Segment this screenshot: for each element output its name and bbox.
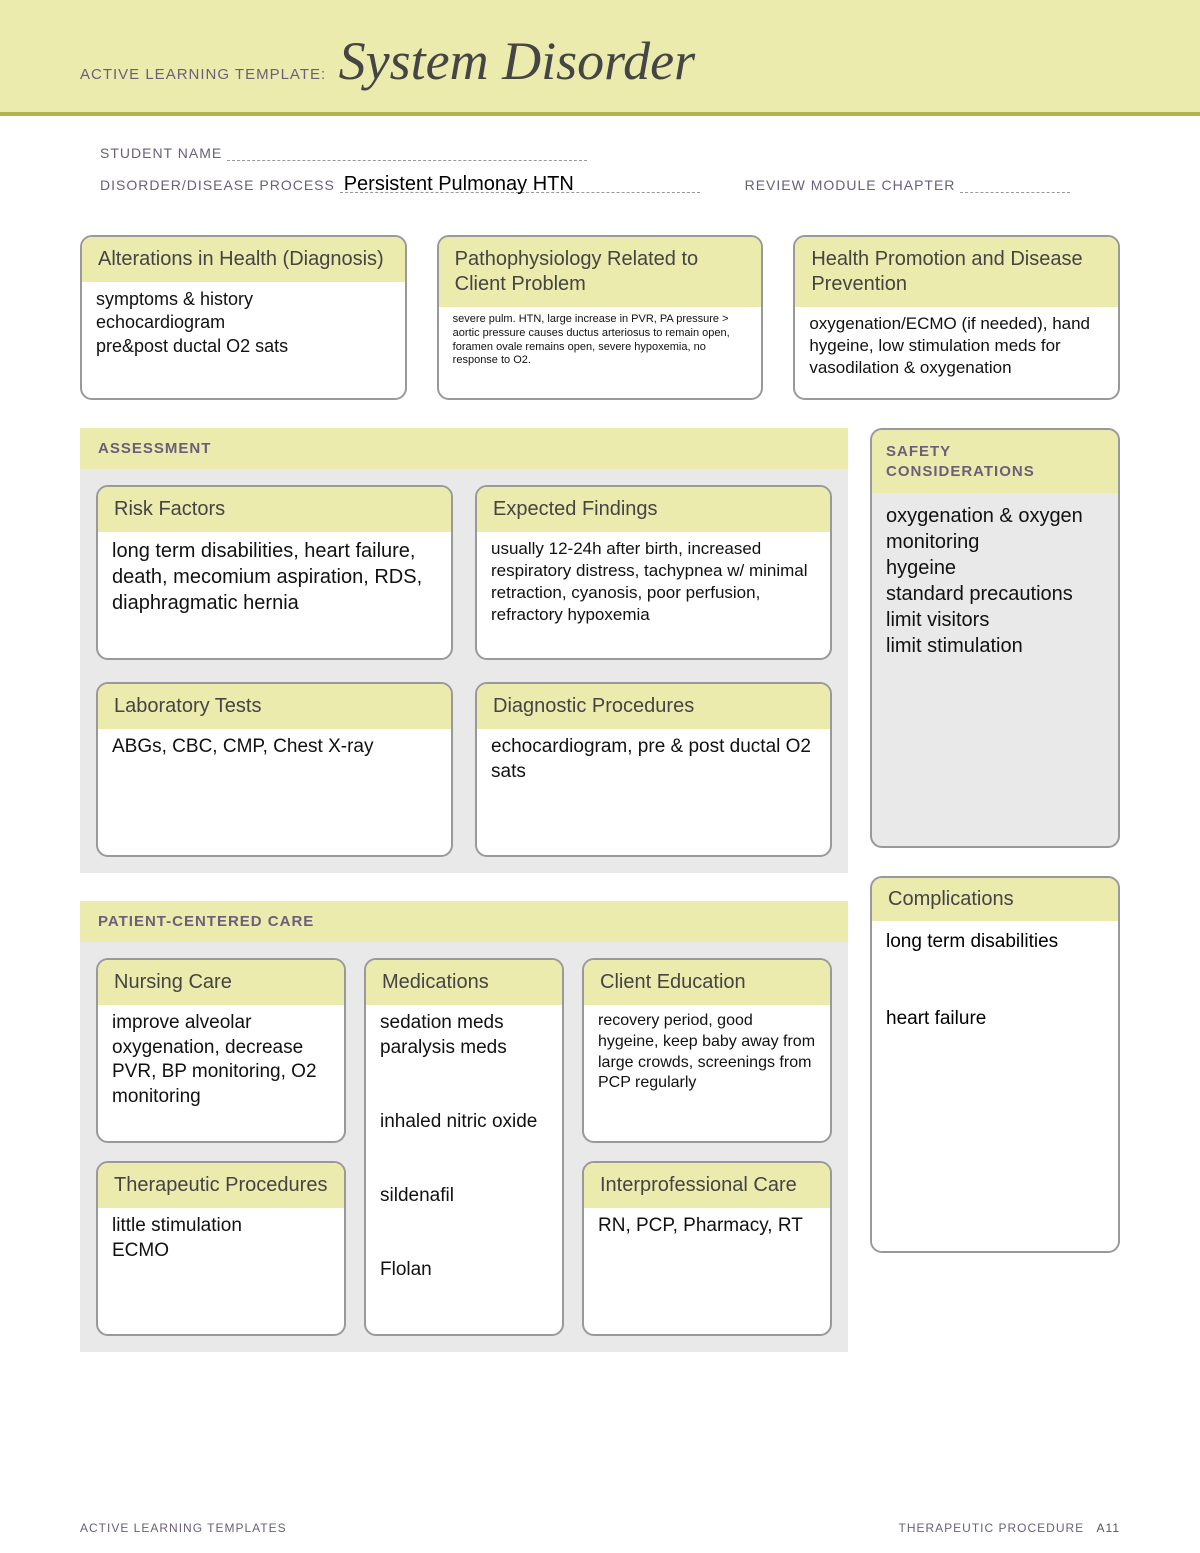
diag-title: Diagnostic Procedures [477, 684, 830, 729]
columns: ASSESSMENT Risk Factors long term disabi… [80, 428, 1120, 1380]
footer-page-number: A11 [1097, 1521, 1120, 1535]
disorder-value: Persistent Pulmonay HTN [340, 173, 574, 195]
meds-box: Medications sedation medsparalysis medsi… [364, 958, 564, 1336]
therapeutic-title: Therapeutic Procedures [98, 1163, 344, 1208]
content: Alterations in Health (Diagnosis) sympto… [0, 215, 1200, 1380]
expected-box: Expected Findings usually 12-24h after b… [475, 485, 832, 660]
alterations-body: symptoms & historyechocardiogrampre&post… [82, 282, 405, 398]
disorder-field[interactable]: Persistent Pulmonay HTN [340, 173, 700, 193]
diag-box: Diagnostic Procedures echocardiogram, pr… [475, 682, 832, 857]
therapeutic-box: Therapeutic Procedures little stimulatio… [96, 1161, 346, 1336]
review-label: REVIEW MODULE CHAPTER [745, 177, 956, 193]
interprof-box: Interprofessional Care RN, PCP, Pharmacy… [582, 1161, 832, 1336]
disorder-row: DISORDER/DISEASE PROCESS Persistent Pulm… [100, 173, 1100, 193]
right-column: SAFETY CONSIDERATIONS oxygenation & oxyg… [870, 428, 1120, 1380]
promotion-body: oxygenation/ECMO (if needed), hand hygei… [795, 307, 1118, 398]
pcc-section: PATIENT-CENTERED CARE Nursing Care impro… [80, 901, 848, 1352]
meds-title: Medications [366, 960, 562, 1005]
disorder-label: DISORDER/DISEASE PROCESS [100, 177, 335, 193]
nursing-box: Nursing Care improve alveolar oxygenatio… [96, 958, 346, 1143]
assessment-title: ASSESSMENT [80, 428, 848, 469]
risk-body: long term disabilities, heart failure, d… [98, 532, 451, 658]
nursing-body: improve alveolar oxygenation, decrease P… [98, 1005, 344, 1141]
labs-box: Laboratory Tests ABGs, CBC, CMP, Chest X… [96, 682, 453, 857]
patho-body: severe pulm. HTN, large increase in PVR,… [439, 307, 762, 398]
complications-title: Complications [872, 878, 1118, 921]
student-row: STUDENT NAME [100, 141, 1100, 161]
review-field[interactable] [960, 173, 1070, 193]
student-field[interactable] [227, 141, 587, 161]
footer: ACTIVE LEARNING TEMPLATES THERAPEUTIC PR… [80, 1521, 1120, 1535]
pcc-col-3: Client Education recovery period, good h… [582, 958, 832, 1336]
safety-body: oxygenation & oxygen monitoringhygeinest… [872, 493, 1118, 689]
complications-body: long term disabilitiesheart failure [872, 921, 1118, 1251]
safety-title: SAFETY CONSIDERATIONS [872, 430, 1118, 493]
header-title: System Disorder [339, 30, 695, 92]
alterations-title: Alterations in Health (Diagnosis) [82, 237, 405, 282]
risk-title: Risk Factors [98, 487, 451, 532]
header-prefix: ACTIVE LEARNING TEMPLATE: [80, 66, 326, 83]
interprof-body: RN, PCP, Pharmacy, RT [584, 1208, 830, 1334]
education-title: Client Education [584, 960, 830, 1005]
expected-title: Expected Findings [477, 487, 830, 532]
assessment-section: ASSESSMENT Risk Factors long term disabi… [80, 428, 848, 873]
meds-body: sedation medsparalysis medsinhaled nitri… [366, 1005, 562, 1334]
interprof-title: Interprofessional Care [584, 1163, 830, 1208]
pcc-col-1: Nursing Care improve alveolar oxygenatio… [96, 958, 346, 1336]
labs-body: ABGs, CBC, CMP, Chest X-ray [98, 729, 451, 855]
pcc-grid: Nursing Care improve alveolar oxygenatio… [96, 958, 832, 1336]
promotion-box: Health Promotion and Disease Prevention … [793, 235, 1120, 400]
pcc-title: PATIENT-CENTERED CARE [80, 901, 848, 942]
meta-block: STUDENT NAME DISORDER/DISEASE PROCESS Pe… [0, 116, 1200, 215]
patho-box: Pathophysiology Related to Client Proble… [437, 235, 764, 400]
footer-left: ACTIVE LEARNING TEMPLATES [80, 1521, 287, 1535]
risk-box: Risk Factors long term disabilities, hea… [96, 485, 453, 660]
alterations-box: Alterations in Health (Diagnosis) sympto… [80, 235, 407, 400]
nursing-title: Nursing Care [98, 960, 344, 1005]
student-label: STUDENT NAME [100, 145, 222, 161]
safety-box: SAFETY CONSIDERATIONS oxygenation & oxyg… [870, 428, 1120, 848]
page: ACTIVE LEARNING TEMPLATE: System Disorde… [0, 0, 1200, 1553]
education-box: Client Education recovery period, good h… [582, 958, 832, 1143]
header-band: ACTIVE LEARNING TEMPLATE: System Disorde… [0, 0, 1200, 116]
promotion-title: Health Promotion and Disease Prevention [795, 237, 1118, 307]
education-body: recovery period, good hygeine, keep baby… [584, 1005, 830, 1141]
complications-box: Complications long term disabilitieshear… [870, 876, 1120, 1253]
left-column: ASSESSMENT Risk Factors long term disabi… [80, 428, 848, 1380]
expected-body: usually 12-24h after birth, increased re… [477, 532, 830, 658]
footer-right-label: THERAPEUTIC PROCEDURE [899, 1521, 1085, 1535]
diag-body: echocardiogram, pre & post ductal O2 sat… [477, 729, 830, 855]
labs-title: Laboratory Tests [98, 684, 451, 729]
footer-right: THERAPEUTIC PROCEDURE A11 [899, 1521, 1121, 1535]
pcc-col-2: Medications sedation medsparalysis medsi… [364, 958, 564, 1336]
therapeutic-body: little stimulationECMO [98, 1208, 344, 1334]
assessment-grid: Risk Factors long term disabilities, hea… [96, 485, 832, 857]
patho-title: Pathophysiology Related to Client Proble… [439, 237, 762, 307]
top-row: Alterations in Health (Diagnosis) sympto… [80, 235, 1120, 400]
